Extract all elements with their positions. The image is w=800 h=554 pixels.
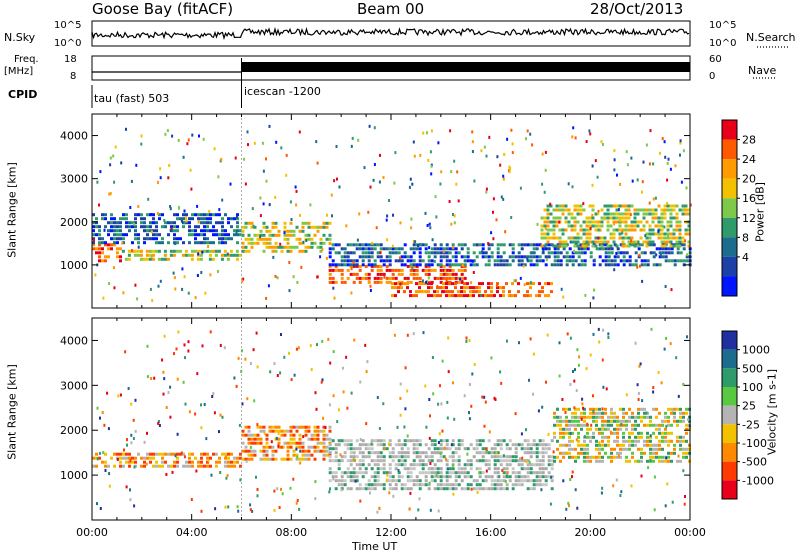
velocity-colorbar-label-7: -1000: [742, 474, 774, 487]
power-ytick-label-1: 2000: [60, 216, 88, 229]
velocity-echo-band-1: [241, 425, 332, 461]
nsearch-bottom-tick: 10^0: [709, 38, 737, 49]
power-colorbar-label-2: 20: [742, 173, 756, 186]
date-title: 28/Oct/2013: [590, 0, 684, 18]
velocity-colorbar-label-2: 100: [742, 381, 763, 394]
velocity-colorbar-label-0: 1000: [742, 344, 770, 357]
power-colorbar-label-3: 16: [742, 192, 756, 205]
velocity-xtick-label-6: 00:00: [674, 526, 706, 539]
velocity-echo-band-0: [92, 452, 242, 468]
velocity-plot-area: [92, 318, 690, 520]
velocity-ytick-label-3: 4000: [60, 334, 88, 347]
velocity-sparse-echoes: [96, 327, 691, 514]
nave-label: Nave: [748, 64, 777, 77]
beam-title: Beam 00: [357, 0, 425, 18]
power-colorbar-segment-7: [722, 256, 737, 277]
velocity-colorbar-frame: [721, 330, 738, 500]
velocity-colorbar-label-1: 500: [742, 362, 763, 375]
power-echo-band-7: [540, 204, 691, 248]
velocity-colorbar-segment-7: [722, 461, 737, 481]
velocity-xtick-label-4: 16:00: [475, 526, 507, 539]
nsky-trace: [91, 26, 690, 41]
velocity-xtick-label-2: 08:00: [275, 526, 307, 539]
power-echo-band-4: [328, 264, 467, 284]
power-echo-band-0: [92, 243, 122, 263]
velocity-colorbar-segment-5: [722, 424, 737, 443]
velocity-xtick-label-1: 04:00: [176, 526, 208, 539]
power-echo-band-3: [241, 221, 332, 253]
velocity-colorbar-segment-3: [722, 387, 737, 406]
power-echo-band-2: [92, 213, 242, 245]
nave-bottom-tick: 0: [709, 71, 716, 82]
power-colorbar-segment-5: [722, 217, 737, 238]
power-echo-band-5: [391, 282, 553, 298]
power-ytick-label-3: 4000: [60, 130, 88, 143]
xlabel: Time UT: [352, 540, 398, 553]
nave-trace-block: [241, 62, 690, 72]
velocity-colorbar-label-6: -500: [742, 456, 767, 469]
velocity-colorbar-segment-0: [722, 331, 737, 350]
freq-label: Freq.: [14, 54, 39, 65]
velocity-echo-band-2: [328, 439, 554, 491]
velocity-ytick-label-0: 1000: [60, 469, 88, 482]
power-colorbar-segment-3: [722, 178, 737, 199]
velocity-colorbar-segment-6: [722, 443, 737, 462]
power-colorbar-frame: [721, 119, 738, 297]
power-colorbar-segment-0: [722, 120, 737, 140]
power-colorbar-label-4: 12: [742, 212, 756, 225]
power-plot-area: [92, 114, 690, 308]
power-colorbar-label-0: 28: [742, 134, 756, 147]
power-colorbar-label-5: 8: [742, 231, 749, 244]
velocity-colorbar-label-4: -25: [742, 418, 760, 431]
velocity-colorbar-segment-2: [722, 368, 737, 387]
power-sparse-echoes: [93, 124, 692, 302]
freq-top-tick: 18: [64, 54, 77, 65]
nsky-bottom-tick: 10^0: [54, 38, 82, 49]
velocity-colorbar-segment-1: [722, 349, 737, 369]
velocity-ytick-label-1: 2000: [60, 424, 88, 437]
velocity-xtick-label-3: 12:00: [375, 526, 407, 539]
station-title: Goose Bay (fitACF): [92, 0, 234, 18]
power-colorbar-segment-4: [722, 198, 737, 218]
velocity-colorbar-segment-4: [722, 405, 737, 425]
power-colorbar-label-6: 4: [742, 251, 749, 264]
nave-top-tick: 60: [709, 54, 722, 65]
velocity-colorbar-segment-8: [722, 480, 737, 499]
power-colorbar-segment-6: [722, 237, 737, 257]
power-colorbar-label-1: 24: [742, 153, 756, 166]
freq-bottom-tick: 8: [70, 71, 77, 82]
power-colorbar-segment-1: [722, 139, 737, 160]
freq-unit: [MHz]: [4, 66, 34, 77]
velocity-xtick-label-5: 20:00: [574, 526, 606, 539]
cpid-label: CPID: [8, 88, 38, 101]
velocity-colorbar-label-3: 25: [742, 400, 756, 413]
velocity-ytick-label-2: 3000: [60, 379, 88, 392]
nsky-label: N.Sky: [4, 31, 36, 44]
cpid-segment-2: icescan -1200: [244, 85, 321, 98]
power-ytick-label-0: 1000: [60, 259, 88, 272]
power-ytick-label-2: 3000: [60, 173, 88, 186]
velocity-xtick-label-0: 00:00: [76, 526, 108, 539]
velocity-colorbar-label-5: -100: [742, 437, 767, 450]
nsearch-top-tick: 10^5: [709, 20, 737, 31]
nsearch-label: N.Search: [746, 31, 796, 44]
cpid-segment-1: tau (fast) 503: [94, 92, 170, 105]
power-colorbar-segment-2: [722, 159, 737, 179]
power-colorbar-segment-8: [722, 276, 737, 296]
nsky-top-tick: 10^5: [54, 20, 82, 31]
